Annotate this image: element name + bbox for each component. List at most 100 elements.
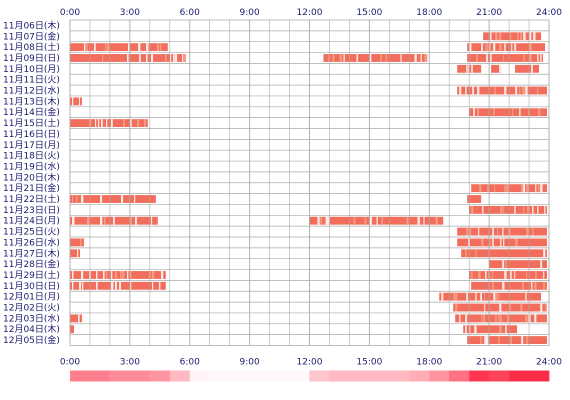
activity-bar-streak <box>417 216 420 225</box>
activity-bar-streak <box>474 325 477 334</box>
activity-bar <box>457 227 547 236</box>
activity-bar-streak <box>72 281 74 290</box>
activity-bar-streak <box>369 216 372 225</box>
x-tick-label-bottom: 3:00 <box>120 358 140 368</box>
activity-bar-streak <box>356 54 358 62</box>
activity-bar-streak <box>98 119 100 127</box>
activity-bar-streak <box>144 119 146 127</box>
activity-bar-streak <box>499 325 502 334</box>
activity-bar-streak <box>82 281 84 290</box>
activity-bar-streak <box>87 216 90 225</box>
activity-bar-streak <box>453 292 456 301</box>
activity-bar-streak <box>540 184 543 193</box>
activity-bar-streak <box>369 54 372 62</box>
activity-bar-streak <box>504 184 506 193</box>
activity-bar <box>467 43 546 52</box>
summary-cell <box>70 370 91 382</box>
activity-bar-streak <box>523 205 525 214</box>
activity-bar-streak <box>520 303 523 312</box>
activity-bar-streak <box>104 216 106 225</box>
row-label: 12月01日(月) <box>3 292 60 303</box>
x-tick-label-top: 6:00 <box>180 8 200 18</box>
x-tick-label-bottom: 18:00 <box>416 358 442 368</box>
activity-bar-streak <box>79 281 82 290</box>
x-tick-label-bottom: 24:00 <box>536 358 562 368</box>
activity-bar <box>467 54 544 62</box>
activity-bar-streak <box>364 216 367 225</box>
activity-bar-streak <box>78 314 80 323</box>
activity-bar-streak <box>478 227 480 236</box>
activity-bar-streak <box>514 271 516 279</box>
activity-bar <box>457 86 547 95</box>
activity-bar-streak <box>184 54 187 62</box>
summary-cell <box>509 370 530 382</box>
activity-bar-streak <box>471 271 473 279</box>
activity-bar-streak <box>499 32 502 41</box>
activity-bar-streak <box>515 238 518 247</box>
activity-bar-streak <box>100 195 103 203</box>
activity-bar-streak <box>343 54 345 62</box>
activity-bar-streak <box>486 54 488 62</box>
activity-bar-streak <box>471 64 473 73</box>
activity-bar-streak <box>481 43 483 52</box>
row-label: 11月23日(日) <box>3 205 60 216</box>
activity-bar-streak <box>480 292 482 301</box>
activity-bar-streak <box>106 271 108 279</box>
activity-bar <box>515 64 540 73</box>
activity-bar-streak <box>502 260 505 269</box>
activity-bar-streak <box>495 32 498 41</box>
activity-bar-streak <box>510 336 512 344</box>
x-tick-label-bottom: 0:00 <box>60 358 80 368</box>
activity-bar-streak <box>482 205 484 214</box>
activity-bar <box>309 216 444 225</box>
activity-bar-streak <box>512 108 514 117</box>
row-label: 11月16日(日) <box>3 129 60 140</box>
activity-bar-streak <box>103 271 105 279</box>
activity-bar-streak <box>385 54 388 62</box>
activity-bar-streak <box>72 271 74 279</box>
activity-bar-streak <box>128 43 130 52</box>
activity-bar-streak <box>320 216 323 225</box>
activity-bar-streak <box>161 271 164 279</box>
summary-cell <box>289 370 310 382</box>
activity-bar-streak <box>478 271 481 279</box>
activity-bar-streak <box>503 205 505 214</box>
activity-bar <box>489 260 548 269</box>
activity-bar <box>70 314 82 323</box>
summary-cell <box>329 370 350 382</box>
row-label: 11月11日(火) <box>3 75 60 86</box>
activity-bar-streak <box>475 292 477 301</box>
row-label: 11月19日(水) <box>3 160 60 172</box>
activity-bar-streak <box>538 184 540 193</box>
activity-bar-streak <box>477 108 480 117</box>
activity-bar-streak <box>455 292 458 301</box>
activity-bar-streak <box>465 325 467 334</box>
activity-bar-streak <box>526 336 528 344</box>
activity-bar-streak <box>165 54 167 62</box>
activity-bar-streak <box>503 54 505 62</box>
activity-bar <box>469 271 548 279</box>
activity-bar-streak <box>459 314 461 323</box>
activity-bar-streak <box>494 86 496 95</box>
activity-bar-streak <box>466 64 468 73</box>
activity-bar-streak <box>121 195 124 203</box>
activity-bar <box>70 271 166 279</box>
row-label: 11月18日(火) <box>3 151 60 162</box>
activity-bar-streak <box>107 43 110 52</box>
activity-bar-streak <box>523 184 526 193</box>
activity-bar-streak <box>328 54 330 62</box>
summary-cell <box>429 370 450 382</box>
activity-bar-streak <box>537 86 539 95</box>
x-tick-label-top: 12:00 <box>297 8 323 18</box>
activity-bar-streak <box>127 271 129 279</box>
activity-bar-streak <box>72 195 74 203</box>
x-axis-ticks: 0:00 0:00 3:00 3:00 6:00 6:00 9:00 9:00 12:00 12:… <box>60 8 562 368</box>
activity-bar-streak <box>504 271 507 279</box>
activity-bar-streak <box>485 271 487 279</box>
row-label: 12月03日(水) <box>3 312 60 324</box>
activity-bar-streak <box>526 184 529 193</box>
row-label: 11月17日(月) <box>3 140 60 151</box>
activity-bar-streak <box>487 184 490 193</box>
activity-bar-streak <box>182 54 184 62</box>
